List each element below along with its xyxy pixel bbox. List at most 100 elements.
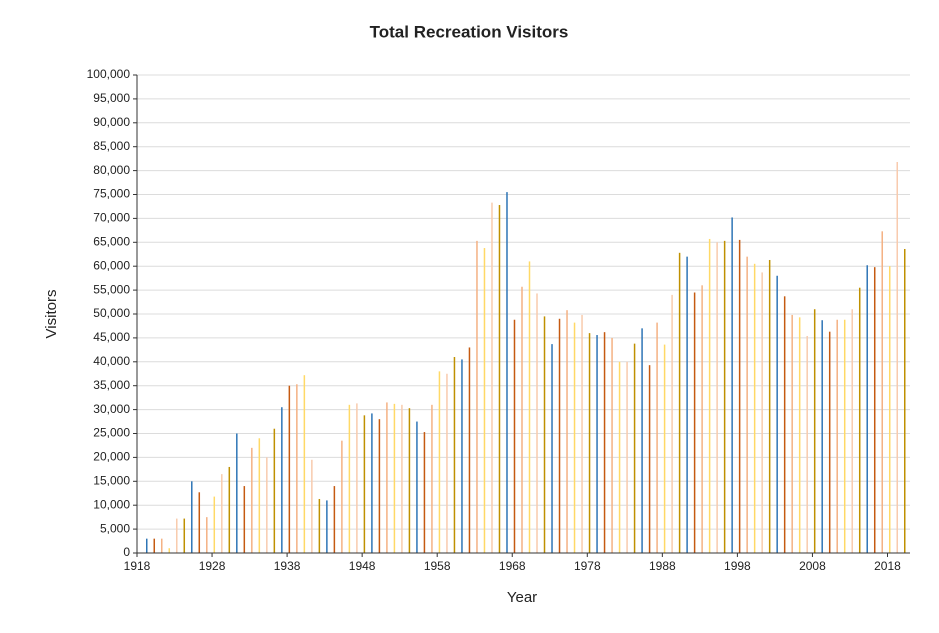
bar <box>558 318 561 553</box>
bar <box>671 294 673 553</box>
bar <box>731 217 733 553</box>
y-tick-label: 70,000 <box>93 211 130 225</box>
x-tick-label: 2018 <box>874 559 901 573</box>
bar <box>228 466 231 553</box>
bar <box>273 428 276 553</box>
y-tick-label: 0 <box>123 545 130 559</box>
bar <box>146 538 148 553</box>
bar <box>513 319 516 553</box>
bar <box>881 231 883 553</box>
bar <box>611 337 613 553</box>
bar <box>446 373 448 553</box>
bar <box>626 361 628 553</box>
bar <box>198 492 201 553</box>
bar <box>566 310 568 553</box>
bar <box>258 438 261 553</box>
y-tick-label: 25,000 <box>93 426 130 440</box>
bar <box>236 433 238 553</box>
bar <box>153 538 156 553</box>
bar <box>521 286 523 553</box>
bar <box>588 333 591 553</box>
bar <box>423 432 426 553</box>
bar <box>438 371 441 553</box>
bar <box>746 256 748 553</box>
bar <box>333 486 336 553</box>
bar <box>468 347 471 553</box>
x-tick-label: 2008 <box>799 559 826 573</box>
bar <box>168 548 171 553</box>
y-axis-title: Visitors <box>43 290 60 339</box>
bar <box>311 459 313 553</box>
bar <box>836 319 838 553</box>
bar <box>348 404 351 553</box>
bar <box>491 202 493 553</box>
bar <box>161 538 163 553</box>
bar <box>528 261 531 553</box>
y-tick-label: 95,000 <box>93 91 130 105</box>
bar <box>386 402 388 553</box>
bar <box>828 331 831 553</box>
y-tick-label: 65,000 <box>93 234 130 248</box>
bar <box>251 447 253 553</box>
y-tick-label: 100,000 <box>87 67 131 81</box>
bar <box>873 267 876 553</box>
bar <box>551 344 553 553</box>
bar <box>783 296 786 553</box>
bar <box>896 161 898 553</box>
bar <box>903 248 906 553</box>
y-tick-label: 35,000 <box>93 378 130 392</box>
y-tick-label: 30,000 <box>93 402 130 416</box>
y-tick-label: 5,000 <box>100 521 130 535</box>
bar <box>243 486 246 553</box>
y-tick-label: 40,000 <box>93 354 130 368</box>
bar <box>633 343 636 553</box>
y-tick-label: 80,000 <box>93 163 130 177</box>
bar <box>393 403 396 553</box>
bar <box>288 385 291 553</box>
x-tick-label: 1918 <box>124 559 151 573</box>
bar <box>858 287 861 553</box>
bar <box>183 518 186 553</box>
bar <box>378 419 381 553</box>
bar <box>176 518 178 553</box>
y-tick-label: 50,000 <box>93 306 130 320</box>
bar <box>573 322 576 553</box>
bar <box>401 404 403 553</box>
bar <box>761 272 763 553</box>
bar <box>266 457 268 553</box>
y-tick-label: 20,000 <box>93 450 130 464</box>
bar <box>408 408 411 553</box>
bar <box>318 498 321 553</box>
bar <box>888 266 891 553</box>
bar <box>641 328 643 553</box>
bar <box>648 365 651 553</box>
bar <box>431 404 433 553</box>
bar <box>498 205 501 554</box>
y-tick-label: 90,000 <box>93 115 130 129</box>
bar <box>543 316 546 553</box>
bar <box>506 192 508 554</box>
bar <box>296 384 298 553</box>
x-tick-label: 1928 <box>199 559 226 573</box>
x-tick-label: 1948 <box>349 559 376 573</box>
bar <box>618 361 621 553</box>
bar <box>708 238 711 554</box>
x-tick-label: 1998 <box>724 559 751 573</box>
bar <box>603 332 606 553</box>
bar <box>821 320 823 553</box>
y-tick-label: 85,000 <box>93 139 130 153</box>
bar <box>363 415 366 553</box>
x-tick-label: 1988 <box>649 559 676 573</box>
bar <box>416 421 418 553</box>
bar <box>536 293 538 553</box>
bar <box>851 309 853 553</box>
bar <box>678 252 681 554</box>
y-tick-label: 60,000 <box>93 258 130 272</box>
bar <box>191 481 193 553</box>
bar <box>656 322 658 553</box>
bar <box>738 239 741 553</box>
bar <box>753 263 756 553</box>
bar <box>596 335 598 553</box>
y-tick-label: 15,000 <box>93 473 130 487</box>
